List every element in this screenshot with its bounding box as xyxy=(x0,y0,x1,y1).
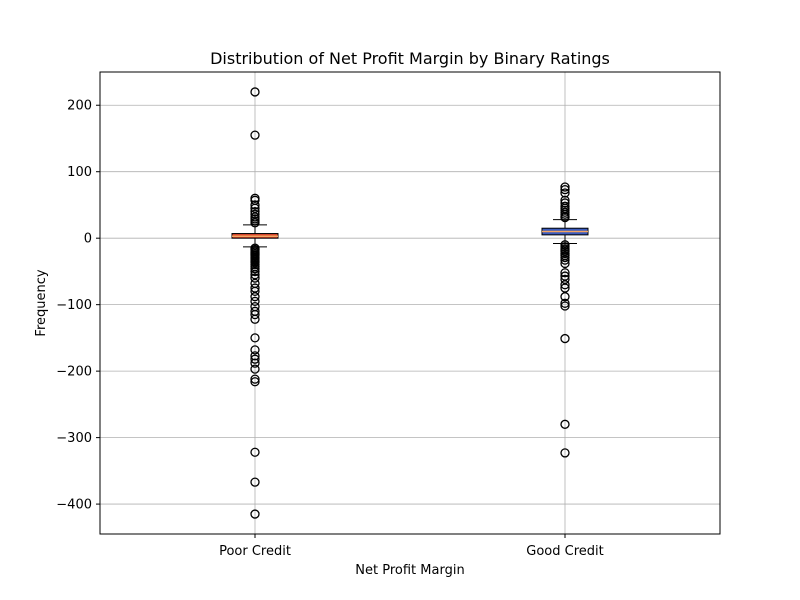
outlier-point xyxy=(560,188,570,198)
grid-lines xyxy=(100,72,720,534)
y-tick-label: 200 xyxy=(67,99,92,114)
chart-title: Distribution of Net Profit Margin by Bin… xyxy=(210,49,610,68)
outlier-point xyxy=(560,212,570,223)
outlier-point xyxy=(250,296,260,306)
x-tick-label: Poor Credit xyxy=(219,544,291,559)
y-tick-label: 100 xyxy=(67,165,92,180)
outlier-point xyxy=(250,364,260,374)
x-tick-label: Good Credit xyxy=(526,544,603,559)
outlier-point xyxy=(250,374,260,384)
y-tick-label: −200 xyxy=(56,365,92,380)
outlier-point xyxy=(250,266,260,277)
outlier-point xyxy=(560,298,570,308)
outlier-point xyxy=(250,377,260,387)
outlier-point xyxy=(250,345,260,355)
outlier-point xyxy=(250,358,260,368)
axis-ticks: 200 100 0 −100 −200 −300 −400 Poor Credit Good C… xyxy=(56,99,603,559)
outlier-point xyxy=(250,333,260,343)
outlier-point xyxy=(560,182,570,192)
outlier-point xyxy=(560,448,570,458)
outlier-point xyxy=(250,130,260,140)
outlier-point xyxy=(250,351,260,361)
outlier-point xyxy=(560,252,570,263)
outlier-point xyxy=(560,255,570,265)
outlier-point xyxy=(250,273,260,283)
y-tick-label: 0 xyxy=(84,232,92,247)
box-good-credit xyxy=(541,182,589,458)
outlier-point xyxy=(250,447,260,457)
plot-frame xyxy=(99,71,721,535)
outlier-point xyxy=(250,309,260,320)
outlier-point xyxy=(560,301,570,311)
outlier-point xyxy=(250,206,260,217)
outlier-point xyxy=(250,354,260,364)
outlier-point xyxy=(560,258,570,269)
x-axis-label: Net Profit Margin xyxy=(355,563,464,578)
outlier-point xyxy=(250,264,260,274)
outlier-point xyxy=(560,185,570,195)
outlier-point xyxy=(250,218,260,228)
outlier-point xyxy=(560,419,570,429)
outlier-point xyxy=(560,292,570,302)
outlier-point xyxy=(250,200,260,210)
outlier-point xyxy=(250,286,260,297)
outlier-point xyxy=(250,509,260,519)
outlier-point xyxy=(560,333,570,344)
boxes xyxy=(231,87,589,519)
outlier-point xyxy=(250,314,260,324)
y-axis-label: Frequency xyxy=(34,269,49,336)
outlier-point xyxy=(560,268,570,278)
outlier-point xyxy=(560,280,570,290)
y-tick-label: −400 xyxy=(56,498,92,513)
outlier-point xyxy=(560,198,570,208)
outlier-point xyxy=(250,477,260,487)
y-tick-label: −100 xyxy=(56,298,92,313)
outlier-point xyxy=(250,292,260,302)
outlier-point xyxy=(250,87,260,97)
y-tick-label: −300 xyxy=(56,431,92,446)
box-poor-credit xyxy=(231,87,279,519)
